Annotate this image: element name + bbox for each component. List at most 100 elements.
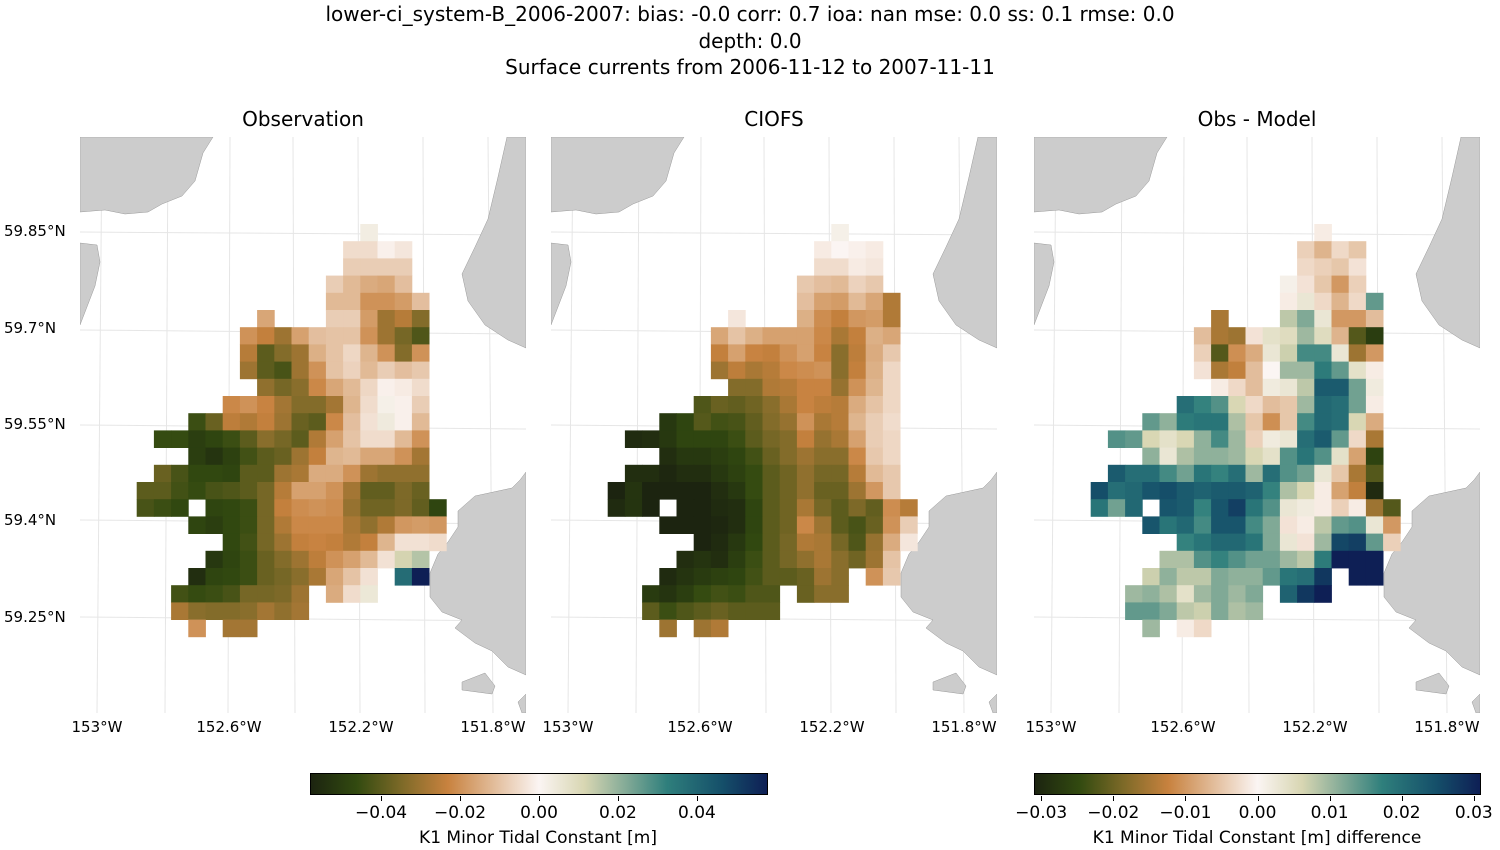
grid-cell bbox=[1262, 447, 1281, 466]
grid-cell bbox=[762, 550, 781, 569]
grid-cell bbox=[153, 464, 172, 483]
grid-cell bbox=[693, 464, 712, 483]
grid-cell bbox=[1279, 482, 1298, 500]
grid-cell bbox=[1211, 430, 1229, 448]
grid-cell bbox=[1228, 413, 1246, 431]
grid-cell bbox=[1365, 344, 1384, 362]
grid-cell bbox=[343, 292, 361, 311]
grid-cell bbox=[222, 585, 241, 603]
grid-cell bbox=[411, 568, 430, 586]
grid-cell bbox=[239, 499, 258, 517]
grid-cell bbox=[1279, 516, 1298, 534]
grid-cell bbox=[257, 344, 275, 362]
grid-cell bbox=[1142, 430, 1160, 448]
land-mass bbox=[80, 242, 101, 326]
colorbar-tick-label: 0.00 bbox=[1238, 803, 1277, 823]
grid-cell bbox=[1193, 568, 1212, 586]
grid-cell bbox=[1297, 344, 1315, 362]
grid-cell bbox=[1211, 516, 1229, 534]
colorbar-tick-label: 0.03 bbox=[1454, 803, 1493, 823]
grid-cell bbox=[377, 464, 396, 483]
grid-cell bbox=[1297, 396, 1315, 414]
grid-cell bbox=[343, 413, 361, 431]
grid-cell bbox=[1193, 344, 1212, 362]
grid-cell bbox=[394, 516, 413, 534]
grid-cell bbox=[1262, 533, 1281, 552]
colorbar-label-difference: K1 Minor Tidal Constant [m] difference bbox=[1092, 828, 1422, 848]
grid-cell bbox=[1365, 327, 1384, 345]
grid-cell bbox=[1176, 619, 1195, 638]
grid-cell bbox=[360, 361, 378, 380]
colorbar-values bbox=[310, 773, 768, 795]
grid-cell bbox=[291, 396, 310, 414]
grid-cell bbox=[1142, 413, 1160, 431]
grid-cell bbox=[1314, 224, 1332, 242]
grid-cell bbox=[728, 568, 746, 586]
grid-cell bbox=[728, 464, 746, 483]
grid-cell bbox=[831, 568, 849, 586]
grid-cell bbox=[274, 516, 292, 534]
grid-cell bbox=[900, 499, 918, 517]
grid-cell bbox=[1314, 585, 1332, 603]
grid-cell bbox=[291, 516, 310, 534]
grid-cell bbox=[394, 413, 413, 431]
grid-cell bbox=[693, 396, 712, 414]
grid-cell bbox=[325, 499, 344, 517]
grid-cell bbox=[1245, 482, 1264, 500]
grid-cell bbox=[848, 344, 867, 362]
grid-cell bbox=[308, 550, 327, 569]
grid-cell bbox=[848, 550, 867, 569]
grid-cell bbox=[642, 585, 660, 603]
grid-cell bbox=[291, 568, 310, 586]
grid-cell bbox=[257, 361, 275, 380]
grid-cell bbox=[1279, 585, 1298, 603]
grid-cell bbox=[308, 447, 327, 466]
grid-cell bbox=[274, 533, 292, 552]
grid-cell bbox=[171, 499, 189, 517]
grid-cell bbox=[205, 447, 224, 466]
grid-cell bbox=[1383, 533, 1401, 552]
grid-cell bbox=[1279, 550, 1298, 569]
grid-cell bbox=[360, 550, 378, 569]
grid-cell bbox=[308, 516, 327, 534]
grid-cell bbox=[1365, 447, 1384, 466]
map-svg bbox=[80, 137, 526, 713]
grid-cell bbox=[1297, 516, 1315, 534]
grid-cell bbox=[274, 396, 292, 414]
lon-label: 152.6°W bbox=[196, 718, 262, 736]
grid-cell bbox=[1245, 378, 1264, 397]
grid-cell bbox=[1211, 310, 1229, 328]
grid-cell bbox=[394, 550, 413, 569]
land-mass bbox=[988, 693, 997, 713]
grid-cell bbox=[814, 396, 832, 414]
grid-cell bbox=[222, 499, 241, 517]
grid-cell bbox=[814, 344, 832, 362]
grid-cell bbox=[343, 378, 361, 397]
land-mass bbox=[1471, 693, 1480, 713]
grid-cell bbox=[308, 413, 327, 431]
grid-cell bbox=[728, 499, 746, 517]
grid-cell bbox=[136, 499, 155, 517]
grid-cell bbox=[1365, 482, 1384, 500]
grid-cell bbox=[1297, 430, 1315, 448]
grid-cell bbox=[377, 378, 396, 397]
grid-cell bbox=[1107, 464, 1126, 483]
grid-cell bbox=[865, 533, 884, 552]
lon-label: 152.2°W bbox=[799, 718, 865, 736]
grid-cell bbox=[882, 413, 901, 431]
grid-cell bbox=[411, 344, 430, 362]
grid-cell bbox=[274, 585, 292, 603]
grid-cell bbox=[291, 413, 310, 431]
grid-cell bbox=[325, 292, 344, 311]
grid-cell bbox=[1331, 258, 1350, 276]
grid-cell bbox=[796, 275, 815, 294]
grid-cell bbox=[360, 585, 378, 603]
grid-cell bbox=[779, 482, 798, 500]
colorbar-tick bbox=[696, 796, 698, 801]
grid-cell bbox=[1245, 430, 1264, 448]
grid-cell bbox=[239, 413, 258, 431]
colorbar-tick bbox=[1257, 796, 1259, 801]
grid-cell bbox=[291, 602, 310, 620]
grid-cell bbox=[1297, 378, 1315, 397]
grid-cell bbox=[1159, 464, 1178, 483]
